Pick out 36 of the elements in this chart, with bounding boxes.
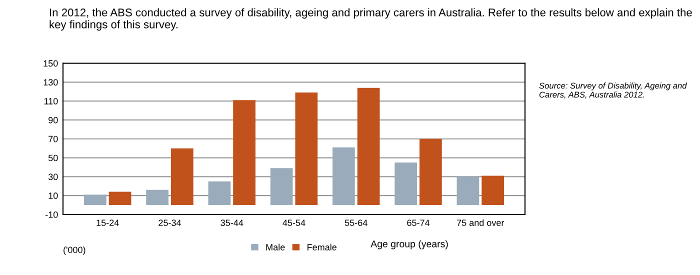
- y-tick-label: 130: [44, 79, 58, 86]
- y-tick-label: 50: [48, 154, 58, 162]
- bar: [357, 88, 380, 206]
- bar: [456, 176, 480, 206]
- bar: [394, 162, 418, 206]
- x-tick-label: 45-54: [282, 220, 306, 226]
- bar: [420, 138, 442, 206]
- bar: [233, 100, 256, 206]
- bar: [482, 176, 504, 206]
- x-tick-label: 75 and over: [457, 219, 504, 226]
- y-tick-label: 150: [44, 60, 58, 67]
- bar: [208, 181, 231, 206]
- y-tick-label: 30: [48, 174, 58, 180]
- y-tick-label: 110: [44, 98, 58, 104]
- bar: [295, 92, 318, 206]
- bar: [146, 190, 168, 206]
- x-axis-title: Age group (years): [370, 240, 448, 250]
- x-tick-label: 15-24: [96, 220, 119, 226]
- bar: [270, 168, 293, 206]
- bar: [170, 148, 194, 206]
- chart-title: In 2012, the ABS conducted a survey of disability, ageing and primary carers in Australia. Refer to the results below and explain the key findings of this survey.: [50, 8, 692, 31]
- x-tick-label: 55-64: [344, 220, 368, 226]
- bar: [84, 194, 106, 206]
- bar: [108, 192, 132, 206]
- y-tick-label: 70: [48, 136, 58, 142]
- y-tick-label: -10: [45, 211, 58, 218]
- legend-label: Female: [308, 244, 336, 250]
- source-note: Source: Survey of Disability, Ageing and Carers, ABS, Australia 2012.: [539, 82, 687, 99]
- y-tick-label: 90: [48, 116, 58, 124]
- text: ('000): [64, 246, 86, 255]
- y-tick-label: 10: [48, 192, 58, 199]
- bar: [332, 147, 355, 206]
- x-tick-label: 35-44: [220, 220, 244, 226]
- x-tick-label: 65-74: [407, 220, 430, 226]
- x-tick-label: 25-34: [158, 220, 182, 226]
- legend-label: Male: [266, 244, 285, 250]
